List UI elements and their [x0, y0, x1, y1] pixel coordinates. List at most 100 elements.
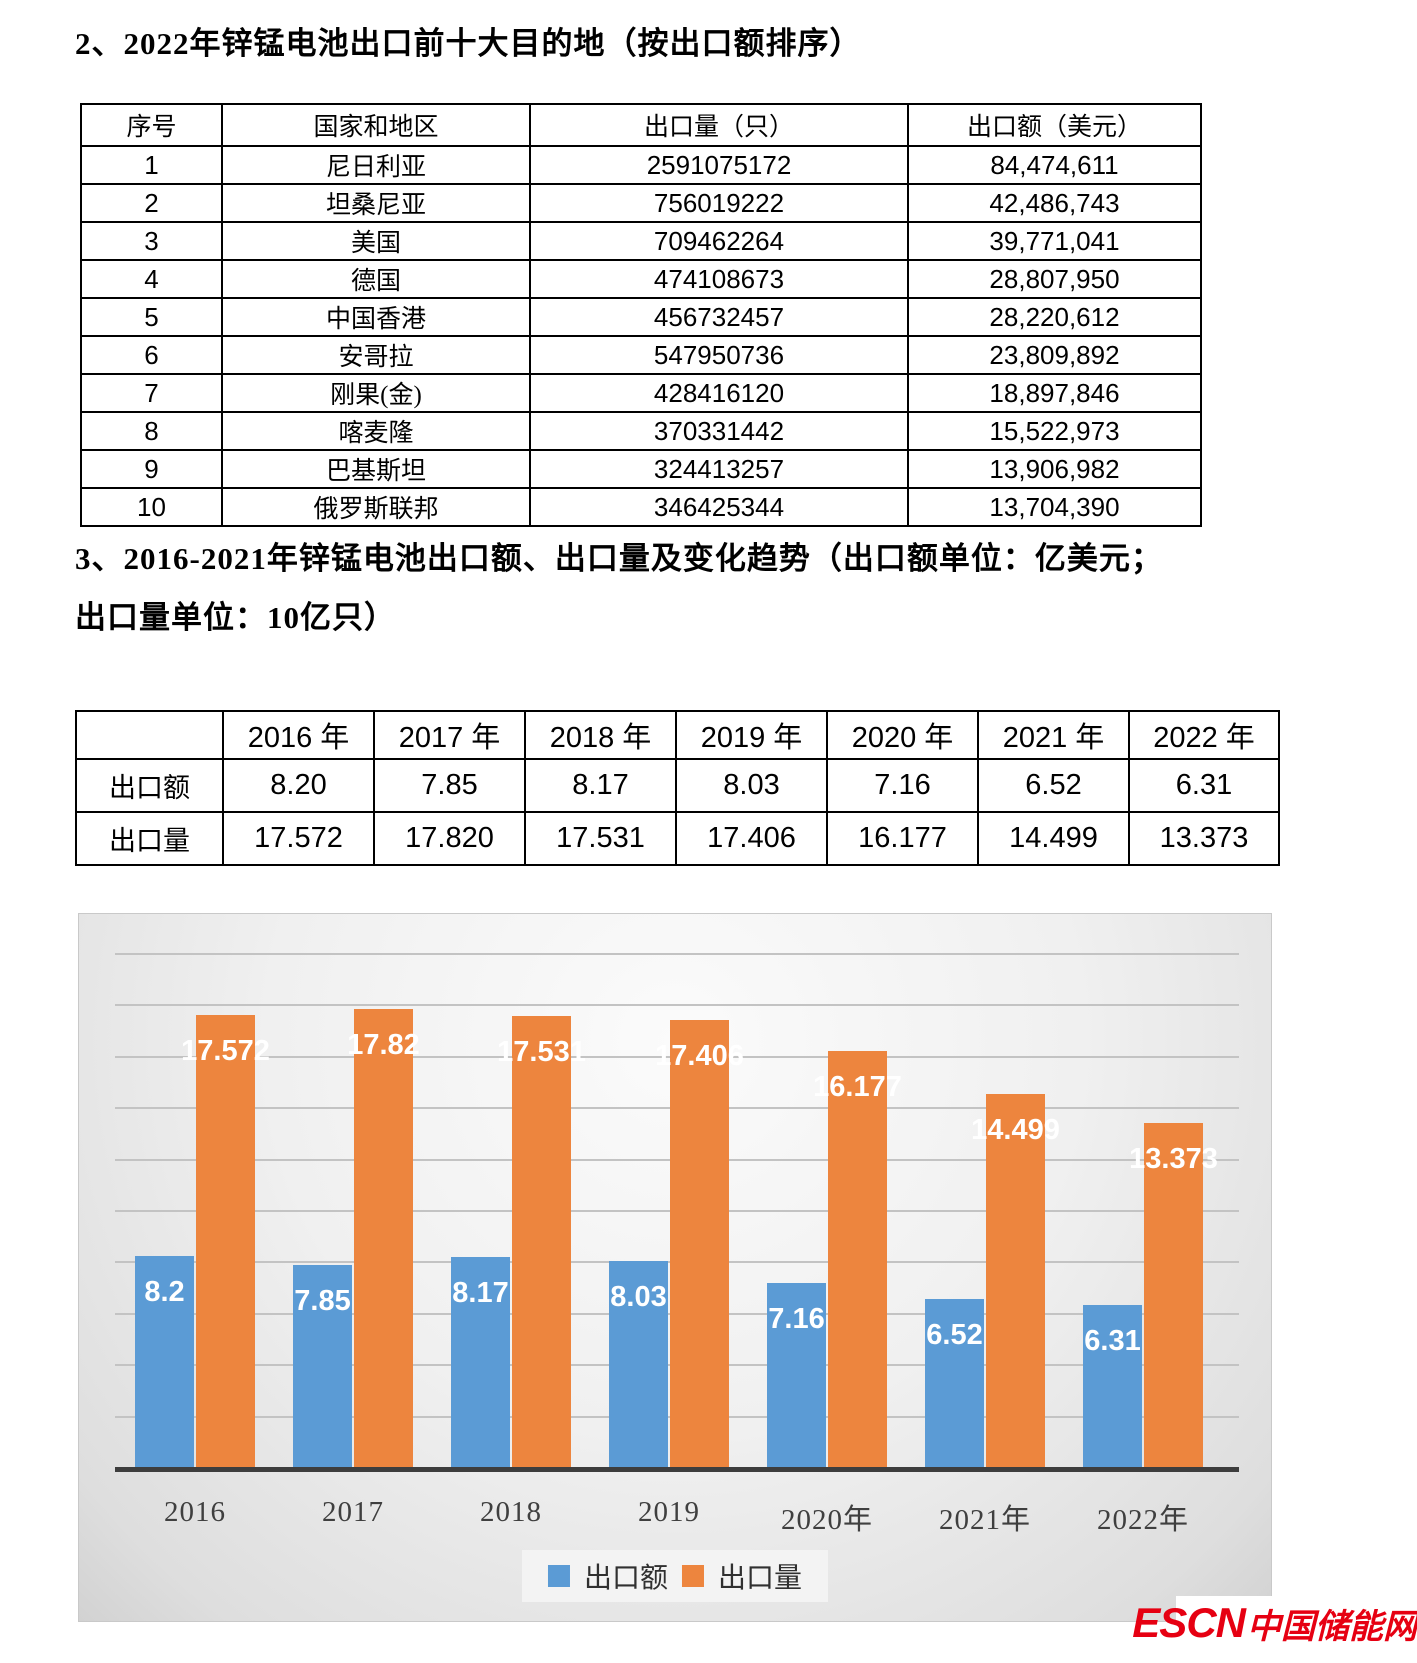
- table-cell: 坦桑尼亚: [221, 183, 531, 223]
- table-cell: 428416120: [529, 373, 909, 413]
- table-cell: 德国: [221, 259, 531, 299]
- table-cell: 756019222: [529, 183, 909, 223]
- table-cell: 709462264: [529, 221, 909, 261]
- export-amount-bar-2017: 7.85: [293, 1265, 352, 1467]
- table-row: 3 美国 709462264 39,771,041: [80, 221, 1202, 261]
- export-volume-bar-2021年: 14.499: [971, 1094, 1060, 1467]
- bar-label: 17.572: [181, 1035, 270, 1068]
- escn-logo: ESCN 中国储能网: [1132, 1596, 1417, 1650]
- table-row: 1 尼日利亚 2591075172 84,474,611: [80, 145, 1202, 185]
- table-cell: 出口额: [75, 758, 224, 813]
- column-header: 2018 年: [524, 710, 677, 760]
- column-header: 出口量（只）: [529, 103, 909, 147]
- table-cell: 39,771,041: [907, 221, 1202, 261]
- export-volume-bar-2019: 17.406: [655, 1019, 744, 1467]
- x-axis-label-2021年: 2021年: [938, 1504, 1031, 1536]
- x-axis-label-2019: 2019: [638, 1496, 700, 1528]
- table-row: 4 德国 474108673 28,807,950: [80, 259, 1202, 299]
- table-cell: 18,897,846: [907, 373, 1202, 413]
- x-axis-label-2022年: 2022年: [1096, 1504, 1189, 1536]
- table-cell: 324413257: [529, 449, 909, 489]
- table-cell: 17.820: [373, 811, 526, 866]
- column-header: 2022 年: [1128, 710, 1280, 760]
- bar-label: 8.17: [452, 1277, 509, 1310]
- table-cell: 7: [80, 373, 223, 413]
- table-cell: 4: [80, 259, 223, 299]
- table-cell: 28,220,612: [907, 297, 1202, 337]
- export-amount-bar-2021年: 6.52: [925, 1299, 984, 1467]
- x-axis-line: [115, 1467, 1239, 1472]
- export-volume-bar-2016: 17.572: [181, 1015, 270, 1467]
- table-cell: 42,486,743: [907, 183, 1202, 223]
- table-cell: 84,474,611: [907, 145, 1202, 185]
- table-cell: 8.17: [524, 758, 677, 813]
- bar-label: 8.2: [144, 1276, 185, 1309]
- table-cell: 346425344: [529, 487, 909, 527]
- column-header: 2017 年: [373, 710, 526, 760]
- table-cell: 美国: [221, 221, 531, 261]
- bar-label: 14.499: [971, 1114, 1060, 1147]
- bar-label: 16.177: [813, 1071, 902, 1104]
- bar-label: 6.52: [926, 1319, 983, 1352]
- table-cell: 7.16: [826, 758, 979, 813]
- table-row: 5 中国香港 456732457 28,220,612: [80, 297, 1202, 337]
- gridline: [115, 953, 1239, 955]
- gridline: [115, 1004, 1239, 1007]
- export-amount-bar-2020年: 7.16: [767, 1282, 826, 1467]
- bar-label: 8.03: [610, 1280, 667, 1313]
- table-cell: 16.177: [826, 811, 979, 866]
- table-cell: 6.31: [1128, 758, 1280, 813]
- column-header: 序号: [80, 103, 223, 147]
- table-cell: 28,807,950: [907, 259, 1202, 299]
- table-cell: 安哥拉: [221, 335, 531, 375]
- column-header: 国家和地区: [221, 103, 531, 147]
- table-header-row: 序号 国家和地区 出口量（只） 出口额（美元）: [80, 103, 1202, 147]
- table-row: 出口额 8.20 7.85 8.17 8.03 7.16 6.52 6.31: [75, 758, 1280, 813]
- table-cell: 6.52: [977, 758, 1130, 813]
- section-heading-trend-line2: 出口量单位：10亿只）: [75, 600, 396, 635]
- table-cell: 刚果(金): [221, 373, 531, 413]
- table-cell: 474108673: [529, 259, 909, 299]
- export-volume-bar-2020年: 16.177: [813, 1051, 902, 1467]
- bar-label: 7.16: [768, 1302, 825, 1335]
- trend-table: 2016 年 2017 年 2018 年 2019 年 2020 年 2021 年 2022…: [75, 710, 1280, 866]
- legend-swatch-export-volume: [682, 1565, 704, 1587]
- table-header-row: 2016 年 2017 年 2018 年 2019 年 2020 年 2021 年 2022…: [75, 710, 1280, 760]
- column-header: 2021 年: [977, 710, 1130, 760]
- table-cell: 5: [80, 297, 223, 337]
- table-row: 9 巴基斯坦 324413257 13,906,982: [80, 449, 1202, 489]
- x-axis-label-2018: 2018: [480, 1496, 542, 1528]
- export-amount-bar-2016: 8.2: [135, 1256, 194, 1467]
- column-header: 2016 年: [222, 710, 375, 760]
- table-row: 6 安哥拉 547950736 23,809,892: [80, 335, 1202, 375]
- table-cell: 17.572: [222, 811, 375, 866]
- escn-logo-text-en: ESCN: [1132, 1599, 1246, 1646]
- export-amount-bar-2022年: 6.31: [1083, 1304, 1142, 1467]
- table-cell: 喀麦隆: [221, 411, 531, 451]
- trend-table-header: 2016 年 2017 年 2018 年 2019 年 2020 年 2021 年 2022…: [75, 710, 1280, 760]
- table-cell: 8: [80, 411, 223, 451]
- table-cell: 尼日利亚: [221, 145, 531, 185]
- section-heading-trend: 3、2016-2021年锌锰电池出口额、出口量及变化趋势（出口额单位：亿美元；: [75, 541, 1163, 576]
- bar-label: 13.373: [1129, 1143, 1218, 1176]
- top10-table-body: 1 尼日利亚 2591075172 84,474,611 2 坦桑尼亚 756019222 4…: [80, 145, 1202, 527]
- table-cell: 23,809,892: [907, 335, 1202, 375]
- bar-label: 7.85: [294, 1285, 351, 1318]
- table-cell: 巴基斯坦: [221, 449, 531, 489]
- legend-label: 出口量: [718, 1563, 803, 1594]
- table-cell: 3: [80, 221, 223, 261]
- table-cell: 370331442: [529, 411, 909, 451]
- table-row: 7 刚果(金) 428416120 18,897,846: [80, 373, 1202, 413]
- bar-label: 17.82: [347, 1029, 420, 1062]
- table-cell: 9: [80, 449, 223, 489]
- table-cell: 中国香港: [221, 297, 531, 337]
- bar-label: 6.31: [1084, 1324, 1141, 1357]
- chart-legend: 出口额 出口量: [521, 1550, 829, 1602]
- table-cell: 2: [80, 183, 223, 223]
- table-row: 8 喀麦隆 370331442 15,522,973: [80, 411, 1202, 451]
- table-cell: 6: [80, 335, 223, 375]
- table-cell: 17.531: [524, 811, 677, 866]
- table-cell: 547950736: [529, 335, 909, 375]
- table-cell: 13.373: [1128, 811, 1280, 866]
- export-amount-bar-2019: 8.03: [609, 1260, 668, 1467]
